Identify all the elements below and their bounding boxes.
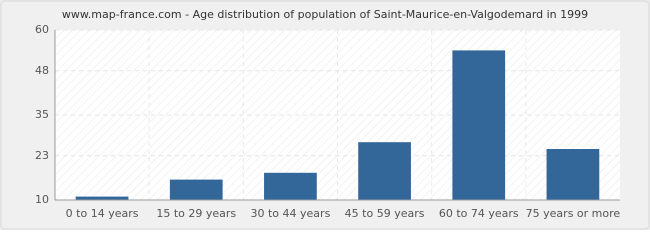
chart-title: www.map-france.com - Age distribution of… [62, 8, 588, 21]
y-tick-label: 10 [35, 193, 49, 206]
x-tick-label: 45 to 59 years [345, 207, 425, 220]
bar [546, 149, 600, 200]
bar [169, 179, 223, 200]
bar [75, 196, 129, 200]
chart: www.map-france.com - Age distribution of… [0, 0, 650, 230]
x-tick-label: 75 years or more [526, 207, 621, 220]
x-tick-label: 0 to 14 years [66, 207, 139, 220]
y-tick-label: 23 [35, 149, 49, 162]
x-tick-label: 60 to 74 years [439, 207, 519, 220]
bar [264, 172, 317, 200]
x-tick-label: 15 to 29 years [156, 207, 236, 220]
bar [452, 50, 506, 201]
y-tick-label: 35 [35, 108, 49, 121]
bar [358, 142, 411, 200]
y-tick-label: 48 [35, 64, 49, 77]
x-tick-label: 30 to 44 years [251, 207, 331, 220]
y-tick-label: 60 [35, 23, 49, 36]
